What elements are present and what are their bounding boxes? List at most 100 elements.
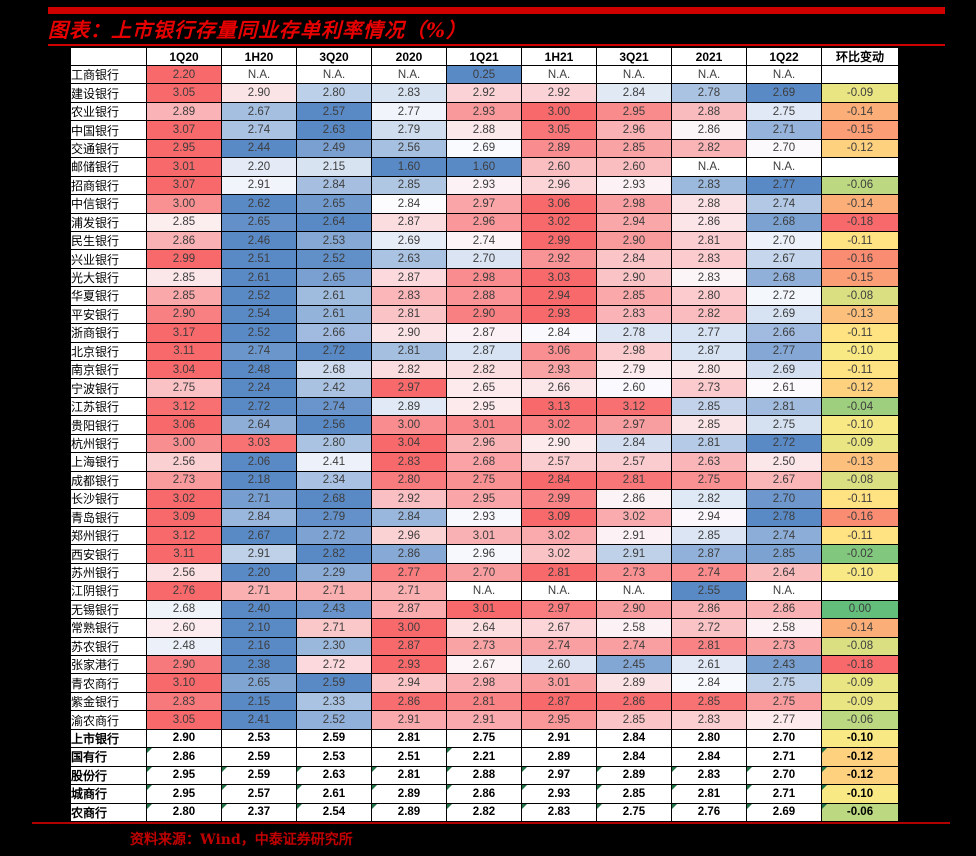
- error-indicator-triangle: [147, 767, 152, 772]
- rate-cell: 3.03: [521, 267, 597, 288]
- rate-cell: 2.62: [221, 194, 297, 214]
- rate-cell: 2.79: [296, 507, 372, 527]
- rate-cell: 2.85: [596, 138, 672, 159]
- row-label-cell: 青岛银行: [70, 507, 147, 527]
- rate-cell: 2.90: [221, 83, 297, 103]
- rate-cell: 2.99: [521, 489, 597, 509]
- rate-cell: 2.72: [671, 618, 747, 638]
- rate-cell: 3.12: [146, 525, 222, 546]
- rate-cell: 2.93: [371, 654, 447, 675]
- rate-cell: 2.65: [221, 212, 297, 232]
- rate-cell: 2.83: [596, 304, 672, 325]
- rate-cell: 2.85: [746, 544, 822, 564]
- column-header-1Q22: 1Q22: [746, 47, 822, 66]
- error-indicator-triangle: [822, 767, 827, 772]
- chg-cell: -0.06: [821, 175, 899, 196]
- rate-cell: 2.90: [596, 230, 672, 251]
- rate-cell: 2.71: [221, 581, 297, 601]
- rate-cell: 2.89: [371, 396, 447, 417]
- rate-cell: 2.81: [446, 691, 522, 712]
- rate-cell: 3.05: [146, 710, 222, 730]
- rate-cell: 2.56: [371, 138, 447, 159]
- rate-cell: 2.68: [296, 359, 372, 380]
- chg-cell: -0.14: [821, 101, 899, 122]
- bank-row-长沙银行: 长沙银行 3.02 2.71 2.68 2.92 2.95 2.99 2.86 2.82 2.70…: [70, 489, 899, 509]
- rate-cell: 2.81: [671, 230, 747, 251]
- rate-cell: 2.82: [296, 544, 372, 564]
- rate-cell: 2.61: [221, 267, 297, 288]
- rate-cell: 2.57: [296, 101, 372, 122]
- rate-cell: 3.11: [146, 544, 222, 564]
- rate-cell: 2.70: [746, 489, 822, 509]
- rate-cell: 2.73: [146, 470, 222, 491]
- rate-cell: 2.86: [671, 599, 747, 620]
- rate-cell: 3.05: [521, 120, 597, 140]
- rate-cell: 2.15: [221, 691, 297, 712]
- bank-row-青农商行: 青农商行 3.10 2.65 2.59 2.94 2.98 3.01 2.89 2.84 2.75…: [70, 673, 899, 693]
- rate-cell: 2.78: [746, 507, 822, 527]
- row-label-cell: 渝农商行: [70, 710, 147, 730]
- rate-cell: 2.84: [521, 470, 597, 491]
- rate-cell: 2.06: [221, 452, 297, 472]
- rate-cell: 3.01: [446, 525, 522, 546]
- column-header-1H20: 1H20: [221, 47, 297, 66]
- rate-cell: 3.00: [371, 618, 447, 638]
- rate-cell: 2.85: [671, 691, 747, 712]
- rate-cell: 2.77: [746, 175, 822, 196]
- rate-cell: 2.20: [146, 64, 222, 85]
- rate-cell: 2.95: [146, 138, 222, 159]
- rate-cell: 2.60: [596, 378, 672, 398]
- rate-cell: 2.59: [221, 747, 297, 767]
- bank-row-招商银行: 招商银行 3.07 2.91 2.84 2.85 2.93 2.96 2.93 2.83 2.77…: [70, 175, 899, 196]
- error-indicator-triangle: [147, 803, 152, 809]
- rate-cell: 2.15: [296, 157, 372, 177]
- rate-cell: 3.09: [521, 507, 597, 527]
- rate-cell: 2.60: [521, 157, 597, 177]
- rate-cell: 2.83: [371, 286, 447, 306]
- source-note: 资料来源：Wind，中泰证券研究所: [130, 832, 353, 848]
- row-label-cell: 上海银行: [70, 452, 147, 472]
- rate-cell: 2.54: [221, 304, 297, 325]
- rate-cell: 2.73: [671, 378, 747, 398]
- row-label-cell: 建设银行: [70, 83, 147, 103]
- bank-row-张家港行: 张家港行 2.90 2.38 2.72 2.93 2.67 2.60 2.45 2.61 2.43…: [70, 654, 899, 675]
- rate-cell: 2.90: [521, 433, 597, 454]
- bank-row-建设银行: 建设银行 3.05 2.90 2.80 2.83 2.92 2.92 2.84 2.78 2.69…: [70, 83, 899, 103]
- rate-cell: 2.79: [596, 359, 672, 380]
- error-indicator-triangle: [222, 785, 227, 791]
- rate-cell: 2.75: [746, 101, 822, 122]
- rate-cell: 3.04: [371, 433, 447, 454]
- row-label-cell: 工商银行: [70, 64, 147, 85]
- rate-cell: 2.84: [521, 323, 597, 343]
- rate-cell: 2.57: [221, 784, 297, 804]
- rate-cell: 2.68: [146, 599, 222, 620]
- rate-cell: 2.93: [446, 175, 522, 196]
- rate-cell: 2.85: [146, 212, 222, 232]
- chg-cell: -0.08: [821, 286, 899, 306]
- rate-cell: 2.67: [221, 101, 297, 122]
- chg-cell: -0.04: [821, 396, 899, 417]
- row-label-cell: 无锡银行: [70, 599, 147, 620]
- chg-cell: -0.14: [821, 194, 899, 214]
- rate-cell: 2.87: [521, 691, 597, 712]
- chg-cell: -0.14: [821, 618, 899, 638]
- rate-cell: 2.69: [746, 359, 822, 380]
- row-label-cell: 兴业银行: [70, 249, 147, 269]
- rate-cell: 3.11: [146, 341, 222, 362]
- rate-cell: 2.90: [371, 323, 447, 343]
- rate-cell: 2.55: [671, 581, 747, 601]
- rate-cell: 2.49: [296, 138, 372, 159]
- rate-cell: 2.82: [446, 359, 522, 380]
- rate-cell: 2.90: [146, 654, 222, 675]
- rate-cell: 2.70: [446, 562, 522, 583]
- rate-cell: 2.51: [371, 747, 447, 767]
- rate-cell: 2.81: [746, 396, 822, 417]
- rate-cell: 2.80: [671, 286, 747, 306]
- row-label-cell: 邮储银行: [70, 157, 147, 177]
- rate-cell: 2.81: [371, 341, 447, 362]
- rate-cell: 2.68: [446, 452, 522, 472]
- row-label-cell: 北京银行: [70, 341, 147, 362]
- error-indicator-triangle: [372, 785, 377, 791]
- rate-cell: 0.25: [446, 64, 522, 85]
- chg-cell: -0.10: [821, 728, 899, 749]
